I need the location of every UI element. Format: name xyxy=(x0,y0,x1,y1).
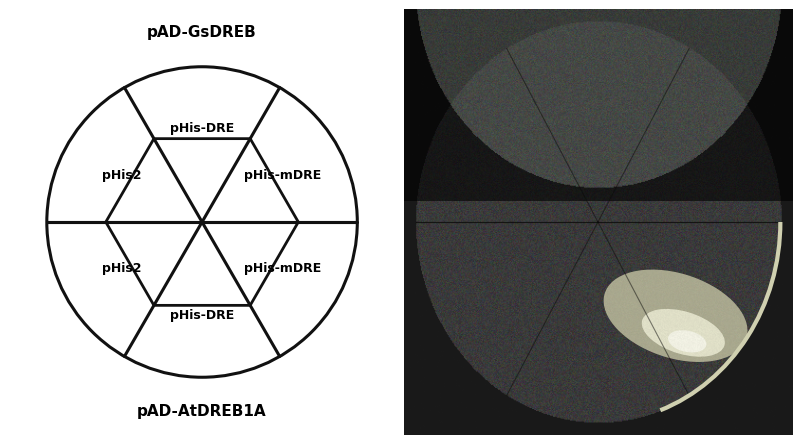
Text: pAD-AtDREB1A: pAD-AtDREB1A xyxy=(138,404,267,420)
Text: pHis-mDRE: pHis-mDRE xyxy=(244,169,322,182)
Text: pAD-GsDREB: pAD-GsDREB xyxy=(147,24,257,40)
Ellipse shape xyxy=(642,309,725,357)
Text: pHis2: pHis2 xyxy=(102,262,141,275)
Text: pHis-DRE: pHis-DRE xyxy=(170,309,234,321)
Text: pHis-DRE: pHis-DRE xyxy=(170,123,234,135)
Ellipse shape xyxy=(668,330,706,353)
Text: pHis-mDRE: pHis-mDRE xyxy=(244,262,322,275)
Text: pHis2: pHis2 xyxy=(102,169,141,182)
Ellipse shape xyxy=(604,270,747,362)
